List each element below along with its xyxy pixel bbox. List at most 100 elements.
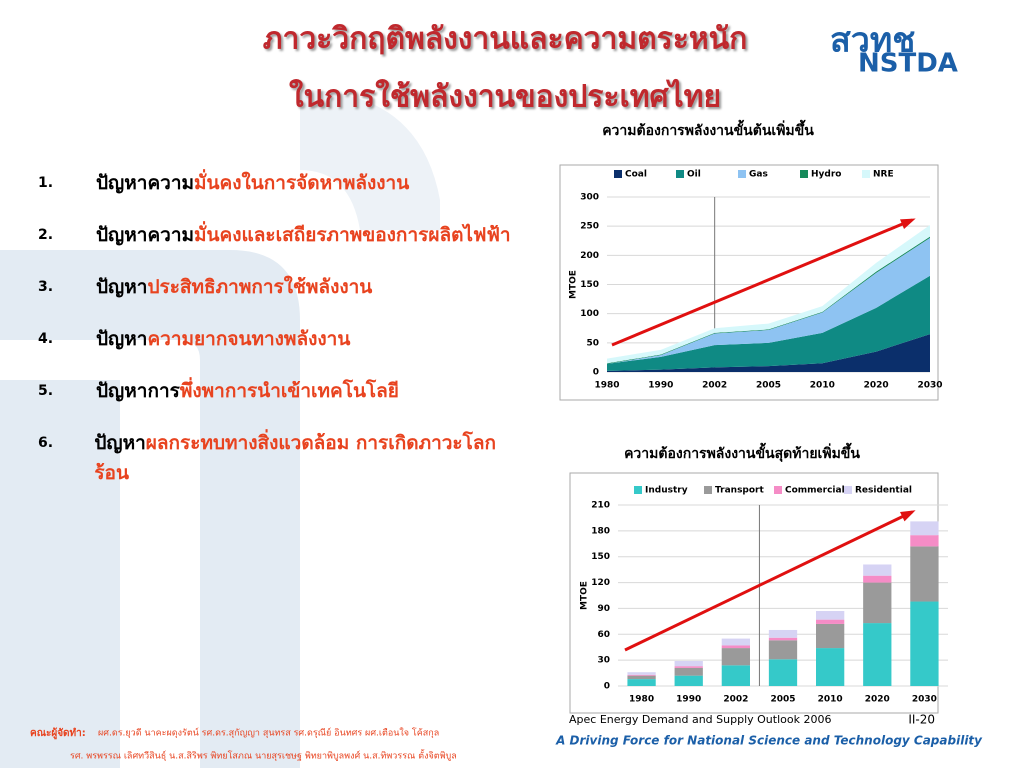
bar-segment <box>627 674 656 676</box>
bar-segment <box>674 667 703 676</box>
item-emphasis: ผลกระทบทางสิ่งแวดล้อม การเกิดภาวะโลกร้อน <box>94 432 496 484</box>
item-emphasis: มั่นคงในการจัดหาพลังงาน <box>194 172 410 194</box>
y-tick-label: 210 <box>591 501 610 511</box>
trend-arrow <box>611 218 913 347</box>
legend-swatch <box>676 170 684 178</box>
legend-label: Industry <box>645 486 688 496</box>
bar-segment <box>721 645 750 649</box>
bar-segment <box>674 675 703 686</box>
bar-segment <box>721 648 750 666</box>
bar-segment <box>627 672 656 675</box>
bar-segment <box>863 564 892 576</box>
legend-label: Hydro <box>811 170 841 180</box>
x-tick-label: 2030 <box>917 381 942 391</box>
arrow-head <box>900 510 916 522</box>
legend-swatch <box>844 486 852 494</box>
list-item: 3. ปัญหาประสิทธิภาพการใช้พลังงาน <box>38 272 518 302</box>
legend-label: Residential <box>855 486 912 496</box>
item-number: 6. <box>38 435 54 451</box>
legend-label: Coal <box>625 170 647 180</box>
item-number: 1. <box>38 175 54 191</box>
y-tick-label: 60 <box>597 630 610 640</box>
y-axis-label: MTOE <box>580 581 590 610</box>
item-text: ปัญหาผลกระทบทางสิ่งแวดล้อม การเกิดภาวะโล… <box>94 428 518 488</box>
bar-segment <box>768 629 798 638</box>
chart-title: ความต้องการพลังงานขั้นสุดท้ายเพิ่มขึ้น <box>624 442 860 462</box>
x-tick-label: 1980 <box>629 695 654 705</box>
bar-segment <box>816 623 845 649</box>
item-number: 5. <box>38 383 54 399</box>
item-text: ปัญหาความมั่นคงและเสถียรภาพของการผลิตไฟฟ… <box>96 220 511 250</box>
y-tick-label: 150 <box>591 552 610 562</box>
item-lead: ปัญหาการ <box>96 380 180 402</box>
legend-swatch <box>862 170 870 178</box>
item-lead: ปัญหาความ <box>96 224 195 246</box>
x-tick-label: 2005 <box>770 695 795 705</box>
arrow-head <box>900 218 916 229</box>
x-tick-label: 2010 <box>810 381 835 391</box>
legend-label: Commercial <box>785 486 845 496</box>
bar-segment <box>627 679 656 686</box>
legend-swatch <box>704 486 712 494</box>
list-item: 2. ปัญหาความมั่นคงและเสถียรภาพของการผลิตไ… <box>38 220 518 250</box>
area <box>607 237 930 364</box>
page-number: II-20 <box>908 713 935 727</box>
title: ภาวะวิกฤติพลังงานและความตระหนัก <box>263 22 748 57</box>
y-tick-label: 0 <box>604 682 610 692</box>
source: Apec Energy Demand and Supply Outlook 20… <box>569 713 831 726</box>
x-tick-label: 2002 <box>723 695 748 705</box>
item-text: ปัญหาความมั่นคงในการจัดหาพลังงาน <box>96 168 409 198</box>
bar-segment <box>816 619 845 624</box>
x-tick-label: 2010 <box>818 695 843 705</box>
item-emphasis: มั่นคงและเสถียรภาพของการผลิตไฟฟ้า <box>194 224 511 246</box>
watermark <box>0 250 300 768</box>
y-tick-label: 300 <box>580 193 599 203</box>
bar-segment <box>627 675 656 680</box>
x-tick-label: 2005 <box>756 381 781 391</box>
x-tick-label: 2002 <box>702 381 727 391</box>
y-tick-label: 180 <box>591 526 610 536</box>
item-lead: ปัญหา <box>94 432 146 454</box>
legend-swatch <box>634 486 642 494</box>
item-emphasis: พึ่งพาการนำเข้าเทคโนโลยี <box>179 380 399 402</box>
item-lead: ปัญหา <box>96 328 148 350</box>
list-item: 6. ปัญหาผลกระทบทางสิ่งแวดล้อม การเกิดภาวะ… <box>38 428 518 488</box>
y-tick-label: 100 <box>580 309 599 319</box>
x-tick-label: 2020 <box>864 381 889 391</box>
bar-segment <box>721 638 750 646</box>
y-tick-label: 30 <box>597 656 610 666</box>
title: ในการใช้พลังงานของประเทศไทย <box>289 79 721 115</box>
trend-arrow <box>624 510 913 652</box>
item-emphasis: ความยากจนทางพลังงาน <box>147 328 351 350</box>
item-emphasis: ประสิทธิภาพการใช้พลังงาน <box>147 276 373 298</box>
item-text: ปัญหาประสิทธิภาพการใช้พลังงาน <box>96 272 372 302</box>
bar-segment <box>816 611 845 620</box>
bar-segment <box>910 601 939 686</box>
item-lead: ปัญหาความ <box>96 172 195 194</box>
x-tick-label: 2030 <box>912 695 937 705</box>
problem-list: 1. ปัญหาความมั่นคงในการจัดหาพลังงาน 2. ปัญห… <box>38 168 518 510</box>
x-tick-label: 1990 <box>648 381 673 391</box>
legend-label: Oil <box>687 170 701 180</box>
y-tick-label: 120 <box>591 578 610 588</box>
area <box>607 275 930 371</box>
credits: รศ. พรพรรณ เลิศทวีสินธุ์ น.ส.สิริพร พิทย… <box>70 749 457 762</box>
y-tick-label: 200 <box>580 251 599 261</box>
watermark <box>0 380 120 768</box>
area <box>607 334 930 372</box>
bar-segment <box>863 582 892 624</box>
bar-segment <box>863 623 892 686</box>
watermark <box>300 90 440 230</box>
y-tick-label: 50 <box>586 338 599 348</box>
bar-segment <box>910 521 939 536</box>
bar-segment <box>721 665 750 686</box>
credits-label: คณะผู้จัดทำ: <box>30 727 86 740</box>
legend-label: Gas <box>749 170 768 180</box>
x-tick-label: 2020 <box>865 695 890 705</box>
legend-swatch <box>738 170 746 178</box>
legend-label: NRE <box>873 170 894 180</box>
logo-english: NSTDA <box>858 49 958 79</box>
bar-segment <box>910 535 939 547</box>
item-number: 2. <box>38 227 54 243</box>
